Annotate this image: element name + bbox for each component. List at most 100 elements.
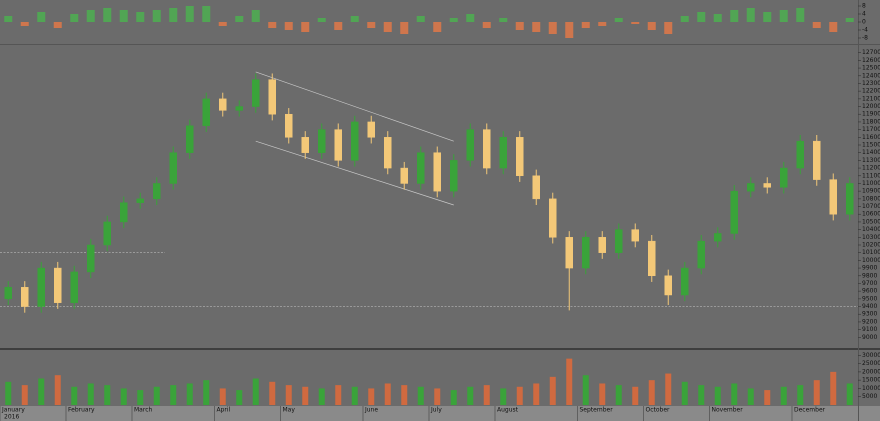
year-label: 2016: [4, 414, 19, 421]
candle-body: [565, 237, 573, 269]
indicator-bar: [334, 22, 343, 30]
x-tick-label: February: [68, 407, 95, 414]
indicator-bar: [53, 22, 62, 28]
y-tick-label: 5000: [862, 393, 877, 400]
volume-bar: [186, 383, 193, 405]
volume-bar: [500, 388, 507, 405]
indicator-bar: [152, 10, 161, 22]
indicator-bar: [730, 10, 739, 22]
indicator-bar: [169, 8, 178, 22]
indicator-bar: [713, 14, 722, 22]
candle-body: [532, 175, 540, 200]
indicator-bar: [763, 12, 772, 22]
indicator-bar: [598, 22, 607, 26]
date-axis: [0, 406, 880, 421]
indicator-bar: [697, 12, 706, 22]
indicator-bar: [383, 22, 392, 32]
y-tick-label: 11400: [862, 149, 880, 156]
indicator-bar: [631, 22, 640, 24]
trend-line: [255, 71, 454, 142]
y-tick-label: 9200: [862, 318, 877, 325]
volume-bar: [302, 386, 309, 405]
candle-body: [417, 152, 425, 184]
y-tick-label: 20000: [862, 368, 880, 375]
indicator-bar: [20, 22, 29, 26]
volume-bar: [632, 386, 639, 405]
indicator-bar: [515, 22, 524, 30]
y-tick-label: 9900: [862, 265, 877, 272]
candle-body: [351, 121, 359, 161]
y-tick-label: 11300: [862, 157, 880, 164]
indicator-bar: [235, 16, 244, 22]
volume-bar: [731, 383, 738, 405]
candle-body: [235, 106, 243, 111]
y-tick-label: 9400: [862, 303, 877, 310]
y-tick-label: 10900: [862, 188, 880, 195]
indicator-bar: [581, 22, 590, 28]
candle-body: [846, 183, 854, 215]
y-tick-label: 12600: [862, 57, 880, 64]
candle-body: [780, 167, 788, 188]
indicator-bar: [37, 12, 46, 22]
indicator-bar: [433, 22, 442, 32]
volume-bar: [87, 383, 94, 405]
y-tick-label: 9600: [862, 288, 877, 295]
y-tick-label: 15000: [862, 377, 880, 384]
y-tick-label: 11100: [862, 172, 880, 179]
indicator-bar: [482, 22, 491, 28]
y-tick-label: 12200: [862, 88, 880, 95]
candle-body: [87, 244, 95, 273]
candle-body: [582, 237, 590, 269]
indicator-bar: [845, 18, 854, 22]
candle-body: [615, 229, 623, 253]
candle-body: [697, 240, 705, 269]
indicator-bar: [185, 6, 194, 22]
y-tick-label: 12500: [862, 65, 880, 72]
indicator-bar: [86, 10, 95, 22]
volume-bar: [780, 386, 787, 405]
candle-body: [730, 190, 738, 234]
candle-body: [54, 267, 62, 303]
volume-bar: [38, 378, 45, 405]
volume-bar: [665, 373, 672, 405]
y-tick-label: 11200: [862, 165, 880, 172]
y-tick-label: 12300: [862, 80, 880, 87]
y-tick-label: 11500: [862, 142, 880, 149]
y-tick-label: 11900: [862, 111, 880, 118]
indicator-bar: [202, 6, 211, 22]
candle-body: [136, 198, 144, 203]
indicator-bar: [565, 22, 574, 38]
volume-bar: [54, 375, 61, 405]
y-tick-label: 0: [862, 19, 866, 26]
candle-body: [466, 129, 474, 161]
volume-bar: [533, 383, 540, 405]
volume-bar: [269, 381, 276, 405]
y-tick-label: 11000: [862, 180, 880, 187]
candle-body: [516, 137, 524, 177]
volume-bar: [434, 388, 441, 405]
volume-bar: [747, 388, 754, 405]
volume-bar: [516, 386, 523, 405]
indicator-bar: [680, 16, 689, 22]
volume-bar: [401, 385, 408, 405]
candle-body: [796, 140, 804, 169]
indicator-bar: [136, 12, 145, 22]
x-tick-label: November: [712, 407, 744, 414]
y-tick-label: 10000: [862, 257, 880, 264]
y-tick-label: 12000: [862, 103, 880, 110]
y-tick-label: -4: [862, 27, 868, 34]
indicator-bar: [812, 22, 821, 28]
y-tick-label: 11800: [862, 118, 880, 125]
y-tick-label: 10100: [862, 249, 880, 256]
candle-body: [252, 79, 260, 107]
candle-body: [268, 79, 276, 115]
y-tick-label: 10200: [862, 242, 880, 249]
candle-body: [120, 202, 128, 223]
volume-bar: [384, 383, 391, 405]
volume-bar: [153, 386, 160, 405]
volume-bar: [219, 388, 226, 405]
volume-bar: [236, 390, 243, 405]
volume-bar: [137, 390, 144, 405]
volume-bar: [120, 388, 127, 405]
